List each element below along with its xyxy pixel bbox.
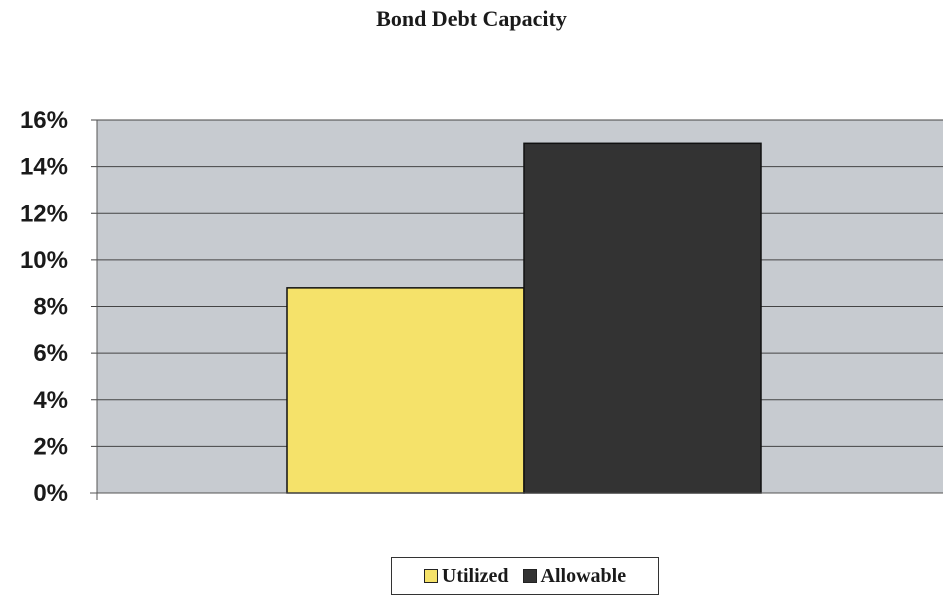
y-tick-label: 14% (20, 154, 68, 181)
chart-title: Bond Debt Capacity (376, 6, 567, 31)
bar-allowable (523, 142, 762, 494)
bars (286, 142, 762, 494)
y-tick-label: 16% (20, 107, 68, 134)
y-tick-label: 12% (20, 200, 68, 227)
y-tick-label: 4% (33, 387, 68, 414)
bar-utilized (286, 287, 525, 494)
y-tick-label: 6% (33, 340, 68, 367)
legend-item-utilized: Utilized (423, 564, 509, 588)
y-axis-tick-labels: 0% 2% 4% 6% 8% 10% 12% 14% 16% (20, 107, 68, 507)
legend-swatch-allowable (522, 569, 537, 583)
y-tick-label: 0% (33, 480, 68, 507)
legend-label-utilized: Utilized (441, 564, 509, 587)
legend: Utilized Allowable (391, 557, 659, 595)
y-tick-label: 8% (33, 294, 68, 321)
legend-swatch-utilized (423, 569, 438, 583)
y-tick-label: 2% (33, 433, 68, 460)
legend-item-allowable: Allowable (522, 564, 627, 588)
legend-label-allowable: Allowable (540, 564, 627, 587)
y-tick-label: 10% (20, 247, 68, 274)
